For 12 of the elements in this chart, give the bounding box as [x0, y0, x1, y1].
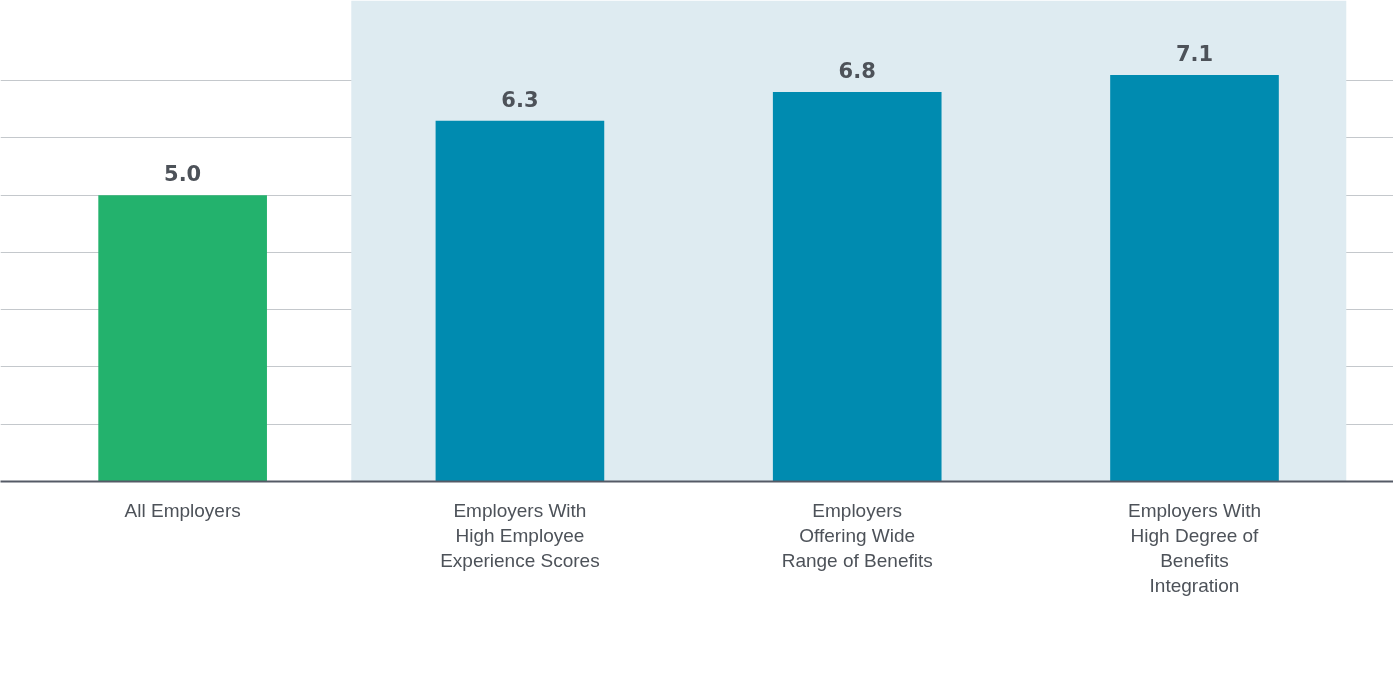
data-label: 7.1 — [1175, 41, 1214, 66]
x-tick-label: Employers With High Degree of Benefits Integration — [1127, 499, 1262, 597]
data-label: 6.3 — [501, 87, 539, 112]
data-label: 6.8 — [838, 59, 876, 84]
x-tick-label: All Employers — [124, 499, 241, 521]
bar — [772, 92, 942, 482]
bar — [98, 195, 267, 482]
bar — [1110, 74, 1279, 482]
bar — [435, 120, 605, 482]
x-tick-label: Employers With High Employee Experience Scores — [440, 499, 600, 571]
data-label: 5.0 — [164, 162, 202, 187]
x-tick-label: Employers Offering Wide Range of Benefits — [781, 499, 933, 571]
